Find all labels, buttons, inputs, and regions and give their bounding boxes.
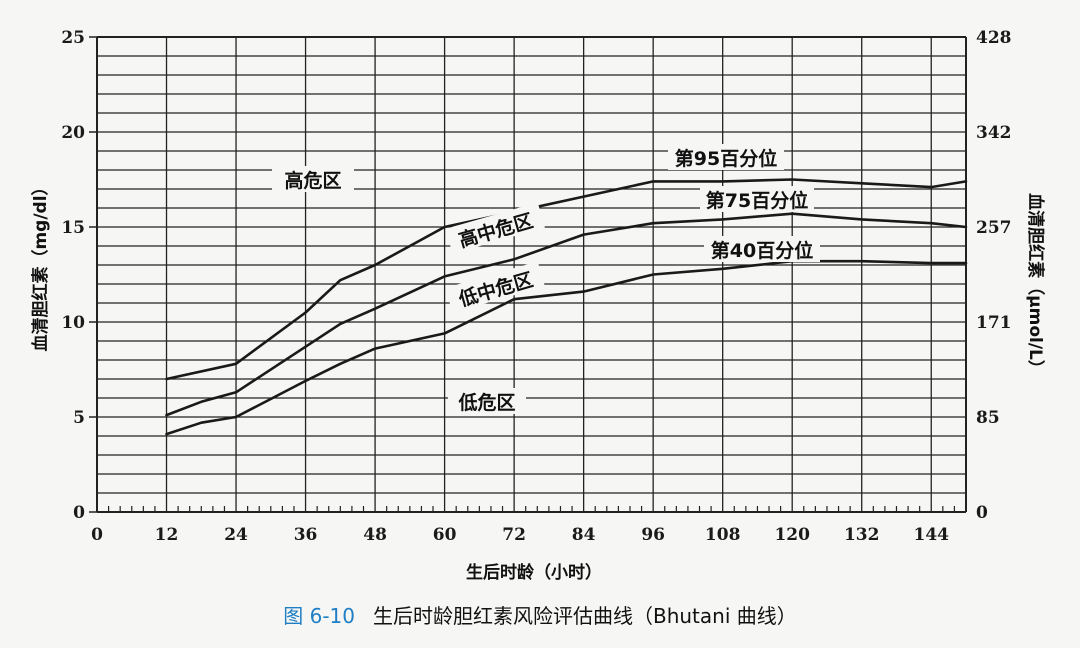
series-line-0 xyxy=(165,178,968,381)
x-tick-labels: 0 12 24 36 48 60 72 84 96 108 120 132 144 xyxy=(91,525,949,545)
y-left-axis-label: 血清胆红素（mg/dl） xyxy=(30,178,51,351)
y-right-tick-label: 171 xyxy=(976,313,1012,333)
y-left-tick-label: 20 xyxy=(61,123,85,143)
x-tick-label: 132 xyxy=(844,525,880,545)
x-tick-label: 36 xyxy=(294,525,318,545)
y-left-tick-labels: 0 5 10 15 20 25 xyxy=(61,28,85,523)
figure-number: 图 6-10 xyxy=(283,604,355,628)
x-tick-label: 84 xyxy=(572,525,596,545)
x-tick-label: 108 xyxy=(705,525,741,545)
series-75-label: 第75百分位 xyxy=(706,189,808,212)
x-tick-label: 0 xyxy=(91,525,103,545)
zone-label-low-intermediate: 低中危区 xyxy=(445,261,545,313)
y-left-tick-label: 5 xyxy=(73,408,85,428)
y-right-axis-label: 血清胆红素（μmol/L） xyxy=(1025,193,1046,377)
bhutani-chart: 0 12 24 36 48 60 72 84 96 108 120 132 144 0 5 10 15 20 25… xyxy=(30,28,1046,583)
x-tick-label: 96 xyxy=(641,525,665,545)
y-right-tick-label: 0 xyxy=(976,503,988,523)
figure-title: 生后时龄胆红素风险评估曲线（Bhutani 曲线） xyxy=(372,604,797,628)
zone-low-text: 低危区 xyxy=(457,391,515,414)
y-right-tick-label: 85 xyxy=(976,408,1000,428)
zone-high-text: 高危区 xyxy=(284,169,341,192)
y-right-tick-labels: 0 85 171 257 342 428 xyxy=(976,28,1012,523)
y-left-tick-label: 0 xyxy=(73,503,85,523)
y-left-tick-label: 25 xyxy=(61,28,85,48)
series-label-95: 第95百分位 xyxy=(668,144,784,170)
x-tick-label: 48 xyxy=(363,525,387,545)
y-right-tick-label: 342 xyxy=(976,123,1012,143)
y-left-tick-label: 15 xyxy=(61,218,85,238)
series-label-40: 第40百分位 xyxy=(704,236,820,262)
series-lines xyxy=(165,178,968,436)
zone-label-high: 高危区 xyxy=(272,166,354,192)
series-line-2 xyxy=(165,259,968,436)
figure-caption: 图 6-10 生后时龄胆红素风险评估曲线（Bhutani 曲线） xyxy=(0,600,1080,629)
series-95-label: 第95百分位 xyxy=(675,147,777,170)
x-tick-label: 120 xyxy=(774,525,810,545)
x-axis-label: 生后时龄（小时） xyxy=(466,562,602,583)
x-tick-label: 24 xyxy=(224,525,248,545)
series-line-1 xyxy=(165,212,968,417)
zone-label-high-intermediate: 高中危区 xyxy=(445,202,545,254)
x-tick-label: 72 xyxy=(502,525,526,545)
x-tick-label: 12 xyxy=(155,525,179,545)
y-right-tick-label: 257 xyxy=(976,218,1012,238)
zone-label-low: 低危区 xyxy=(448,388,526,414)
y-right-tick-label: 428 xyxy=(976,28,1012,48)
y-left-tick-label: 10 xyxy=(61,313,85,333)
series-label-75: 第75百分位 xyxy=(700,186,814,212)
x-tick-label: 60 xyxy=(433,525,457,545)
series-40-label: 第40百分位 xyxy=(711,239,813,262)
x-tick-label: 144 xyxy=(913,525,949,545)
